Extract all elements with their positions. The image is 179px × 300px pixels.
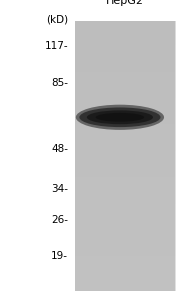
Text: 117-: 117- <box>44 41 68 51</box>
Ellipse shape <box>87 110 153 124</box>
Text: 85-: 85- <box>51 78 68 88</box>
Text: 19-: 19- <box>51 251 68 261</box>
Ellipse shape <box>79 107 161 127</box>
Text: HepG2: HepG2 <box>106 0 144 6</box>
Bar <box>75 21 175 291</box>
Text: 34-: 34- <box>51 184 68 194</box>
Text: 26-: 26- <box>51 214 68 224</box>
Ellipse shape <box>76 105 164 130</box>
Text: 48-: 48- <box>51 144 68 154</box>
Text: (kD): (kD) <box>46 15 68 25</box>
Ellipse shape <box>96 113 144 122</box>
